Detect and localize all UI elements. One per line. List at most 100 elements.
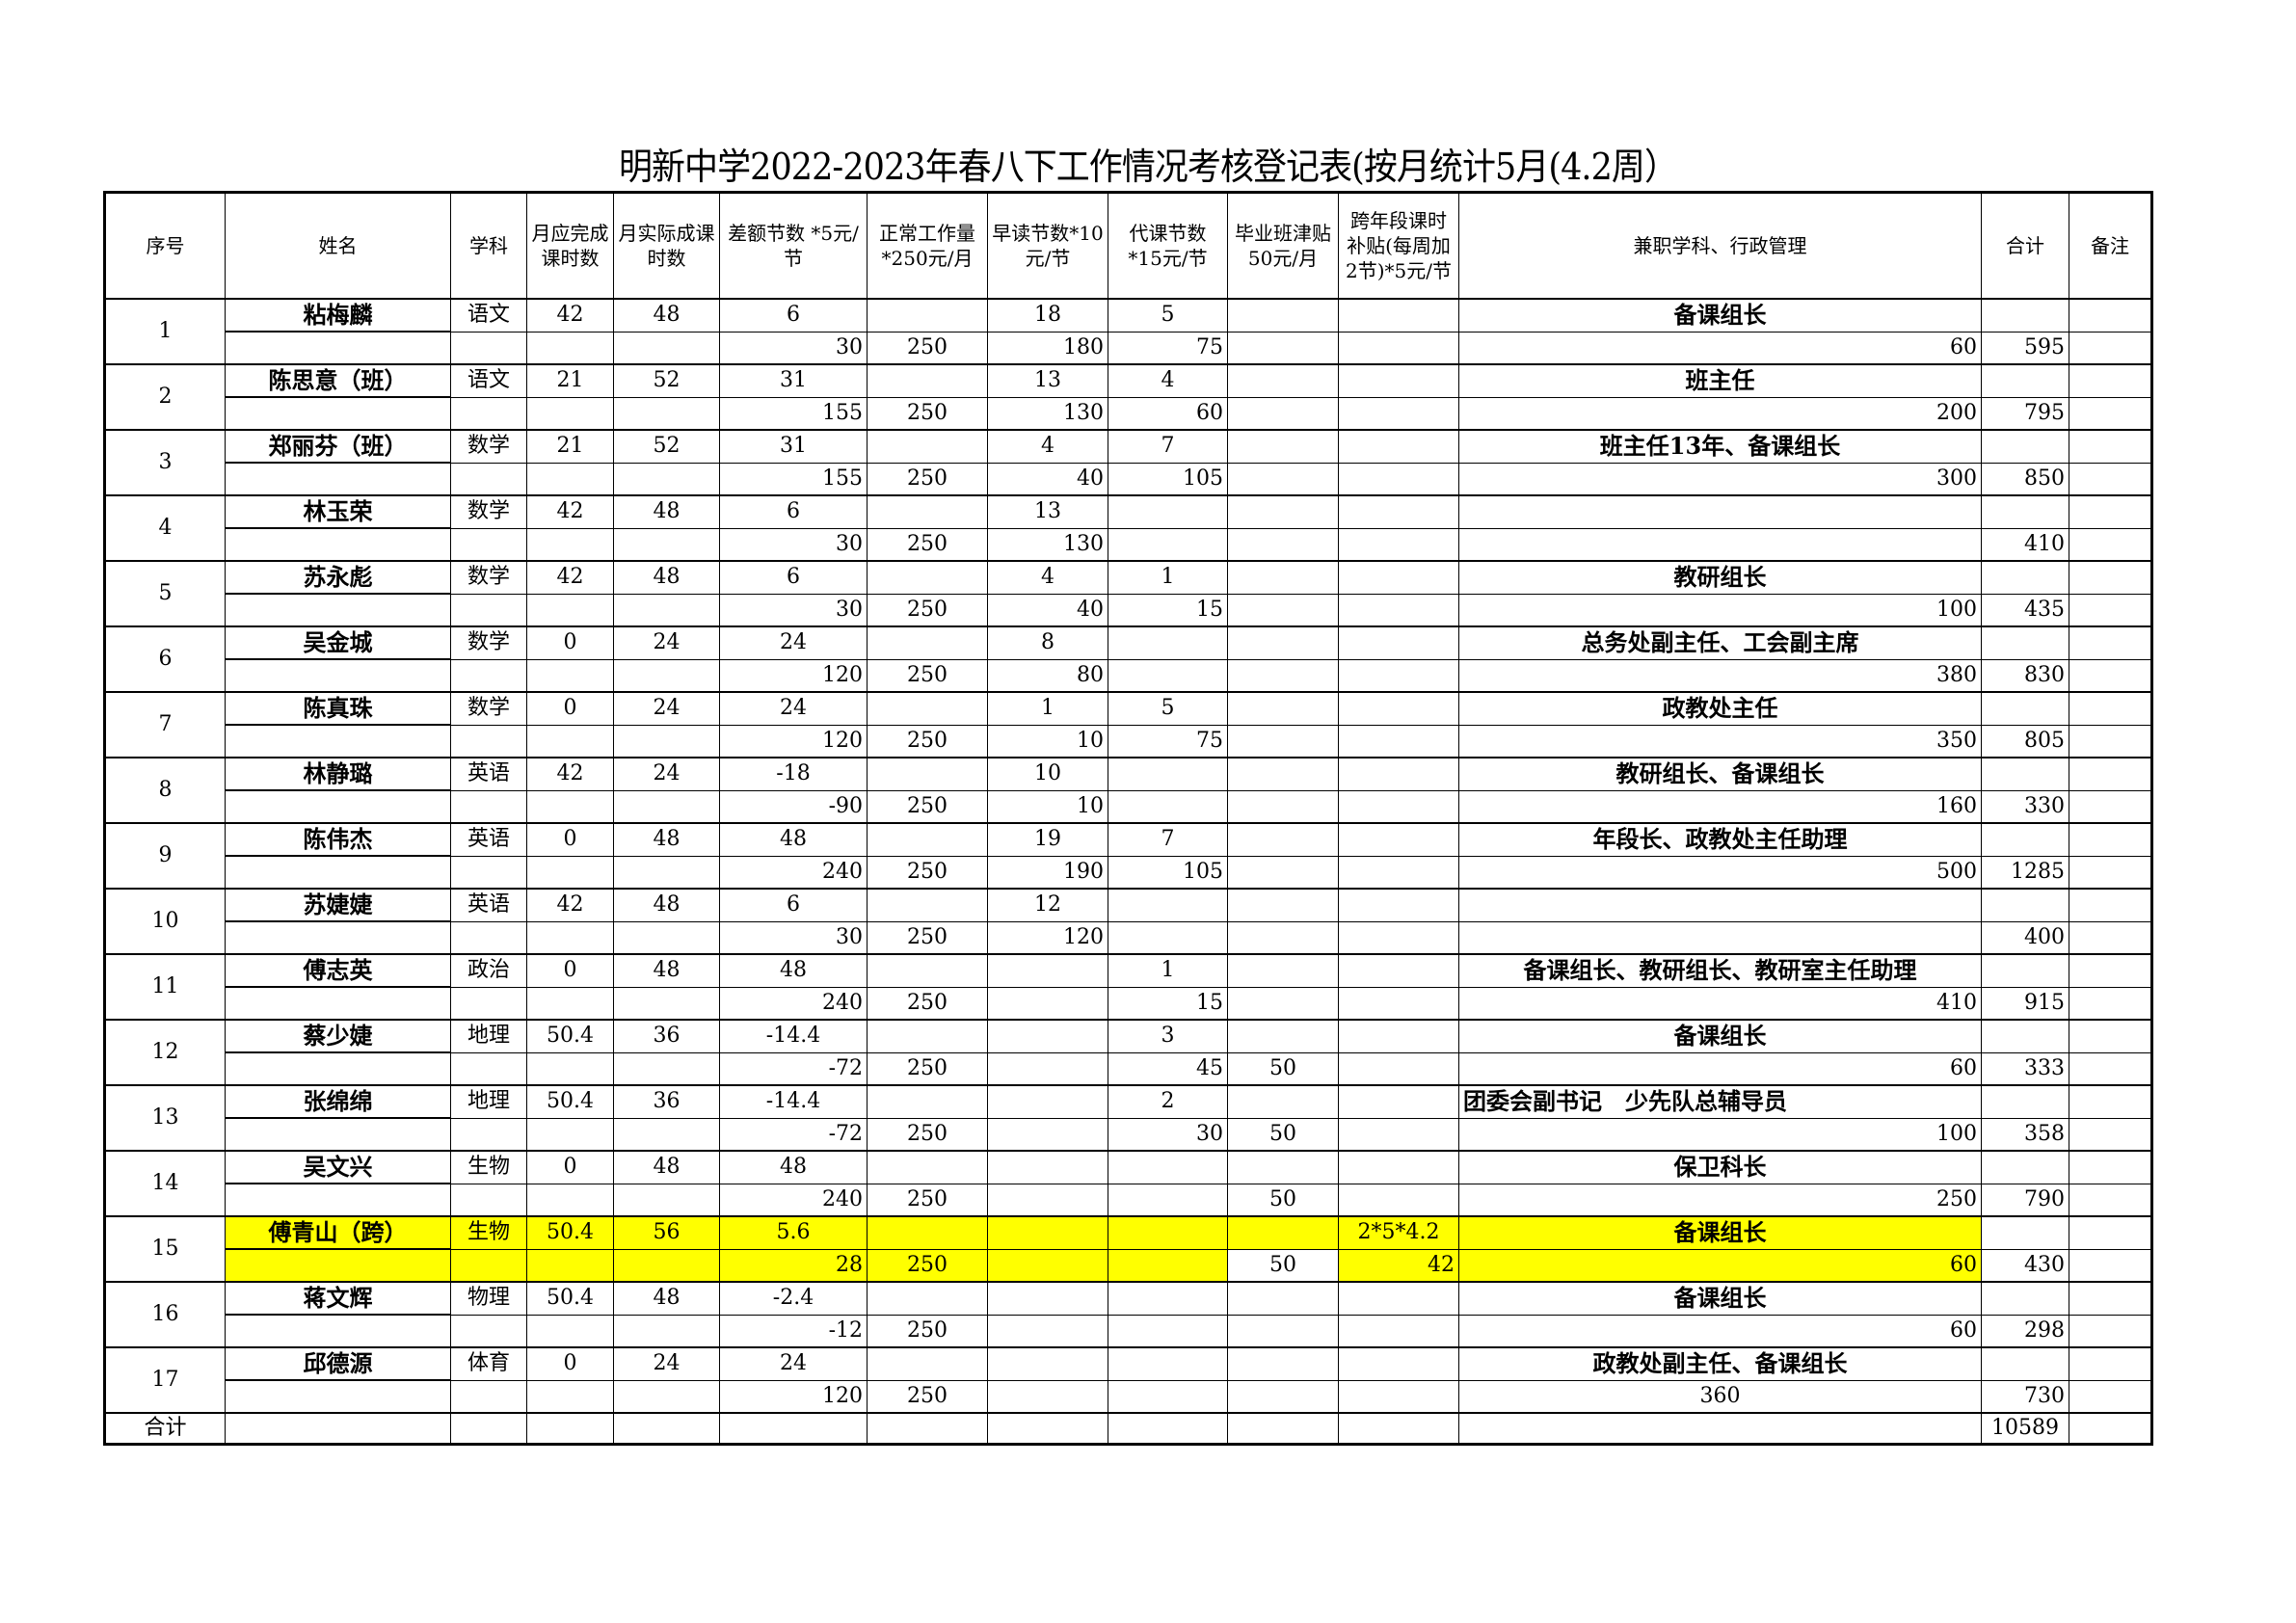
normal-workload-cell[interactable] bbox=[867, 560, 988, 595]
required-hours-cell[interactable] bbox=[526, 1248, 614, 1283]
substitute-amount-cell[interactable] bbox=[1108, 1314, 1228, 1348]
required-hours-cell[interactable] bbox=[526, 1314, 614, 1348]
normal-workload-cell[interactable] bbox=[867, 494, 988, 529]
remark-cell[interactable] bbox=[2069, 953, 2152, 988]
total-cell[interactable] bbox=[1981, 1150, 2069, 1184]
cross-grade-cell[interactable] bbox=[1338, 1150, 1459, 1184]
morning-amount-cell[interactable]: 180 bbox=[987, 331, 1108, 365]
required-hours-cell[interactable]: 0 bbox=[526, 691, 614, 726]
substitute-count-cell[interactable]: 7 bbox=[1108, 429, 1228, 464]
empty-cell[interactable] bbox=[225, 1412, 451, 1445]
substitute-amount-cell[interactable] bbox=[1108, 658, 1228, 693]
subject-cell[interactable] bbox=[450, 724, 527, 758]
actual-hours-cell[interactable] bbox=[613, 396, 720, 431]
morning-reading-cell[interactable]: 10 bbox=[987, 757, 1108, 791]
subject-cell[interactable] bbox=[450, 1314, 527, 1348]
graduate-allowance-cell[interactable] bbox=[1227, 1019, 1339, 1053]
normal-workload-cell[interactable] bbox=[867, 757, 988, 791]
subject-cell[interactable] bbox=[450, 527, 527, 562]
empty-cell[interactable] bbox=[1458, 1412, 1982, 1445]
role-cell[interactable]: 备课组长 bbox=[1458, 298, 1982, 333]
diff-count-cell[interactable]: 5.6 bbox=[719, 1215, 868, 1250]
remark-cell[interactable] bbox=[2069, 1150, 2152, 1184]
morning-reading-cell[interactable] bbox=[987, 953, 1108, 988]
normal-workload-cell[interactable] bbox=[867, 1281, 988, 1316]
total-cell[interactable]: 595 bbox=[1981, 331, 2069, 365]
name-cell[interactable]: 苏婕婕 bbox=[225, 888, 451, 922]
empty-cell[interactable] bbox=[613, 1412, 720, 1445]
substitute-count-cell[interactable]: 4 bbox=[1108, 363, 1228, 398]
remark-cell[interactable] bbox=[2069, 920, 2152, 955]
role-cell[interactable]: 备课组长 bbox=[1458, 1215, 1982, 1250]
empty-cell[interactable] bbox=[450, 1412, 527, 1445]
graduate-allowance-cell[interactable] bbox=[1227, 1281, 1339, 1316]
actual-hours-cell[interactable]: 56 bbox=[613, 1215, 720, 1250]
total-cell[interactable]: 430 bbox=[1981, 1248, 2069, 1283]
normal-workload-cell[interactable]: 250 bbox=[867, 920, 988, 955]
graduate-allowance-cell[interactable] bbox=[1227, 920, 1339, 955]
total-cell[interactable] bbox=[1981, 691, 2069, 726]
morning-amount-cell[interactable]: 40 bbox=[987, 462, 1108, 496]
total-cell[interactable]: 830 bbox=[1981, 658, 2069, 693]
required-hours-cell[interactable] bbox=[526, 658, 614, 693]
cross-grade-amount-cell[interactable] bbox=[1338, 920, 1459, 955]
remark-cell[interactable] bbox=[2069, 331, 2152, 365]
role-cell[interactable]: 班主任 bbox=[1458, 363, 1982, 398]
substitute-count-cell[interactable]: 2 bbox=[1108, 1084, 1228, 1119]
remark-cell[interactable] bbox=[2069, 560, 2152, 595]
total-cell[interactable] bbox=[1981, 494, 2069, 529]
subject-cell[interactable]: 政治 bbox=[450, 953, 527, 988]
role-cell[interactable]: 教研组长 bbox=[1458, 560, 1982, 595]
remark-cell[interactable] bbox=[2069, 855, 2152, 890]
role-amount-cell[interactable]: 200 bbox=[1458, 396, 1982, 431]
morning-reading-cell[interactable]: 1 bbox=[987, 691, 1108, 726]
remark-cell[interactable] bbox=[2069, 658, 2152, 693]
graduate-allowance-cell[interactable] bbox=[1227, 1314, 1339, 1348]
remark-cell[interactable] bbox=[2069, 822, 2152, 857]
actual-hours-cell[interactable] bbox=[613, 658, 720, 693]
actual-hours-cell[interactable]: 24 bbox=[613, 691, 720, 726]
remark-cell[interactable] bbox=[2069, 888, 2152, 922]
subject-cell[interactable]: 体育 bbox=[450, 1346, 527, 1381]
normal-workload-cell[interactable] bbox=[867, 1019, 988, 1053]
name-cell[interactable]: 吴金城 bbox=[225, 625, 451, 660]
empty-cell[interactable] bbox=[1227, 1412, 1339, 1445]
total-cell[interactable] bbox=[1981, 757, 2069, 791]
subject-cell[interactable]: 地理 bbox=[450, 1084, 527, 1119]
cross-grade-cell[interactable] bbox=[1338, 1019, 1459, 1053]
actual-hours-cell[interactable] bbox=[613, 462, 720, 496]
required-hours-cell[interactable] bbox=[526, 986, 614, 1021]
subject-cell[interactable] bbox=[450, 658, 527, 693]
remark-cell[interactable] bbox=[2069, 1051, 2152, 1086]
normal-workload-cell[interactable]: 250 bbox=[867, 1051, 988, 1086]
required-hours-cell[interactable] bbox=[526, 1051, 614, 1086]
required-hours-cell[interactable]: 42 bbox=[526, 560, 614, 595]
role-cell[interactable]: 保卫科长 bbox=[1458, 1150, 1982, 1184]
actual-hours-cell[interactable]: 36 bbox=[613, 1084, 720, 1119]
cross-grade-amount-cell[interactable] bbox=[1338, 1183, 1459, 1217]
graduate-allowance-cell[interactable] bbox=[1227, 593, 1339, 627]
total-cell[interactable] bbox=[1981, 625, 2069, 660]
role-cell[interactable]: 政教处主任 bbox=[1458, 691, 1982, 726]
normal-workload-cell[interactable] bbox=[867, 953, 988, 988]
substitute-amount-cell[interactable]: 75 bbox=[1108, 331, 1228, 365]
required-hours-cell[interactable] bbox=[526, 527, 614, 562]
substitute-count-cell[interactable]: 3 bbox=[1108, 1019, 1228, 1053]
diff-amount-cell[interactable]: 155 bbox=[719, 462, 868, 496]
row-number-cell[interactable]: 3 bbox=[104, 429, 226, 496]
grand-total-value[interactable]: 10589 bbox=[1981, 1412, 2069, 1445]
name-cell[interactable] bbox=[225, 920, 451, 955]
required-hours-cell[interactable]: 42 bbox=[526, 888, 614, 922]
morning-amount-cell[interactable]: 120 bbox=[987, 920, 1108, 955]
name-cell[interactable]: 粘梅麟 bbox=[225, 298, 451, 333]
diff-count-cell[interactable]: 6 bbox=[719, 888, 868, 922]
diff-count-cell[interactable]: -14.4 bbox=[719, 1084, 868, 1119]
required-hours-cell[interactable]: 50.4 bbox=[526, 1084, 614, 1119]
total-cell[interactable]: 333 bbox=[1981, 1051, 2069, 1086]
normal-workload-cell[interactable]: 250 bbox=[867, 1183, 988, 1217]
required-hours-cell[interactable]: 50.4 bbox=[526, 1281, 614, 1316]
cross-grade-cell[interactable] bbox=[1338, 888, 1459, 922]
diff-count-cell[interactable]: 24 bbox=[719, 691, 868, 726]
remark-cell[interactable] bbox=[2069, 625, 2152, 660]
normal-workload-cell[interactable] bbox=[867, 298, 988, 333]
